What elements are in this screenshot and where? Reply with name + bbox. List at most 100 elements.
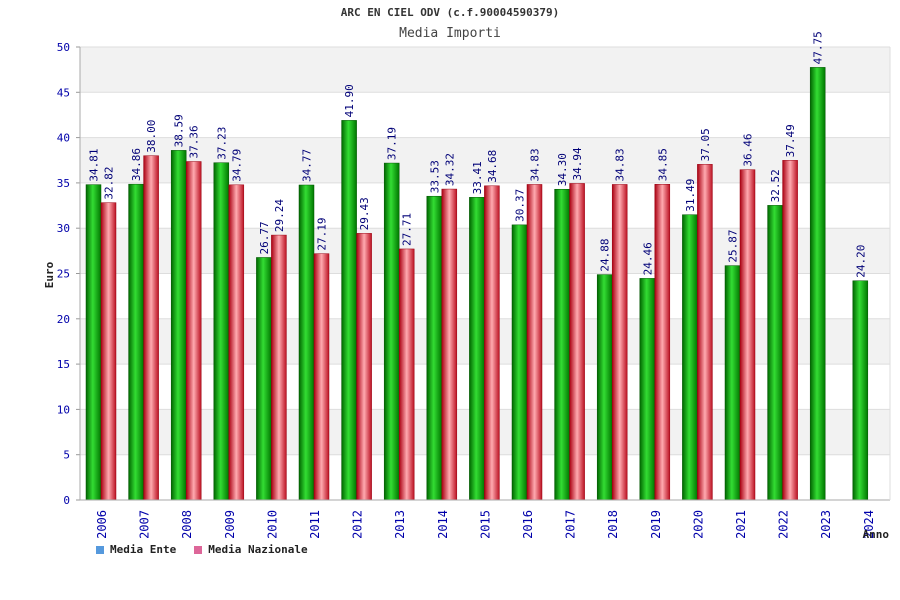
bar-nazionale <box>356 233 372 501</box>
bar-nazionale <box>569 183 585 501</box>
data-label: 37.49 <box>784 124 797 157</box>
data-label: 47.75 <box>812 31 825 64</box>
bar-nazionale <box>697 164 713 501</box>
y-tick-label: 35 <box>57 177 70 190</box>
data-label: 34.86 <box>130 148 143 181</box>
data-label: 27.19 <box>316 218 329 251</box>
data-label: 24.20 <box>854 245 867 278</box>
y-tick-label: 15 <box>57 358 70 371</box>
bar-ente <box>554 188 570 501</box>
x-tick-label: 2018 <box>606 510 620 539</box>
x-tick-label: 2014 <box>436 510 450 539</box>
bar-nazionale <box>185 161 202 501</box>
x-tick-label: 2012 <box>351 510 365 539</box>
bar-ente <box>341 120 357 501</box>
y-tick-label: 50 <box>57 41 70 54</box>
data-label: 25.87 <box>727 229 740 262</box>
data-label: 32.52 <box>769 169 782 202</box>
bar-nazionale <box>654 184 671 501</box>
y-tick-label: 20 <box>57 313 70 326</box>
data-label: 29.43 <box>358 197 371 230</box>
x-tick-label: 2010 <box>265 510 279 539</box>
bar-ente <box>596 274 613 501</box>
x-tick-label: 2023 <box>819 510 833 539</box>
data-label: 37.23 <box>215 127 228 160</box>
bar-ente <box>170 150 187 501</box>
x-tick-label: 2024 <box>862 510 876 539</box>
bar-ente <box>213 162 230 501</box>
bar-ente <box>128 183 144 501</box>
x-tick-label: 2019 <box>649 510 663 539</box>
bar-ente <box>469 197 485 501</box>
data-label: 34.79 <box>230 149 243 182</box>
bar-ente <box>256 257 272 501</box>
chart-title: ARC EN CIEL ODV (c.f.90004590379) <box>340 6 560 19</box>
x-tick-label: 2011 <box>308 510 322 539</box>
x-axis-label: Anno <box>863 528 890 541</box>
y-tick-label: 5 <box>63 449 70 462</box>
bar-ente <box>852 280 869 501</box>
x-tick-label: 2015 <box>478 510 492 539</box>
x-tick-label: 2022 <box>777 510 791 539</box>
data-label: 33.41 <box>471 161 484 194</box>
bar-nazionale <box>398 248 415 501</box>
legend-item-nazionale: Media Nazionale <box>194 543 308 556</box>
legend-label-ente: Media Ente <box>110 543 177 556</box>
bar-ente <box>85 184 102 501</box>
data-label: 26.77 <box>258 221 271 254</box>
legend: Media Ente Media Nazionale <box>96 543 308 556</box>
data-label: 37.19 <box>386 127 399 160</box>
bar-ente <box>682 214 698 501</box>
chart-subtitle: Media Importi <box>399 26 501 41</box>
data-label: 38.00 <box>145 120 158 153</box>
bar-nazionale <box>271 234 287 501</box>
bar-nazionale <box>611 184 628 501</box>
bar-ente <box>383 162 400 501</box>
data-label: 34.83 <box>529 148 542 181</box>
bar-nazionale <box>143 155 159 501</box>
data-label: 32.82 <box>103 167 116 200</box>
bar-nazionale <box>228 184 245 501</box>
y-tick-label: 0 <box>63 494 70 507</box>
data-label: 34.30 <box>556 153 569 186</box>
data-label: 27.71 <box>401 213 414 246</box>
bar-nazionale <box>441 188 458 501</box>
data-label: 37.05 <box>699 128 712 161</box>
x-tick-label: 2017 <box>564 510 578 539</box>
data-label: 34.85 <box>656 148 669 181</box>
legend-item-ente: Media Ente <box>96 543 176 556</box>
bar-nazionale <box>739 169 756 501</box>
y-tick-label: 40 <box>57 132 70 145</box>
data-label: 34.68 <box>486 150 499 183</box>
data-label: 24.46 <box>641 242 654 275</box>
y-tick-label: 10 <box>57 403 70 416</box>
bar-ente <box>724 265 741 501</box>
y-axis-label: Euro <box>43 261 56 288</box>
data-label: 29.24 <box>273 199 286 232</box>
y-tick-label: 30 <box>57 222 70 235</box>
bar-nazionale <box>484 185 500 501</box>
x-tick-label: 2007 <box>138 510 152 539</box>
y-tick-label: 45 <box>57 86 70 99</box>
bar-ente <box>767 205 783 501</box>
legend-label-nazionale: Media Nazionale <box>208 543 308 556</box>
data-label: 34.83 <box>614 148 627 181</box>
bar-ente <box>426 195 443 501</box>
bar-ente <box>639 278 656 501</box>
x-tick-label: 2016 <box>521 510 535 539</box>
bar-ente <box>511 224 528 501</box>
x-tick-label: 2020 <box>691 510 705 539</box>
data-label: 34.94 <box>571 147 584 180</box>
bar-ente <box>809 67 826 501</box>
data-label: 34.81 <box>88 148 101 181</box>
data-label: 34.77 <box>301 149 314 182</box>
bar-nazionale <box>100 202 117 501</box>
data-label: 33.53 <box>428 160 441 193</box>
y-tick-label: 25 <box>57 268 70 281</box>
x-tick-label: 2013 <box>393 510 407 539</box>
bar-ente <box>298 184 315 501</box>
legend-swatch-ente <box>96 545 104 554</box>
x-tick-label: 2009 <box>223 510 237 539</box>
data-label: 30.37 <box>514 189 527 222</box>
